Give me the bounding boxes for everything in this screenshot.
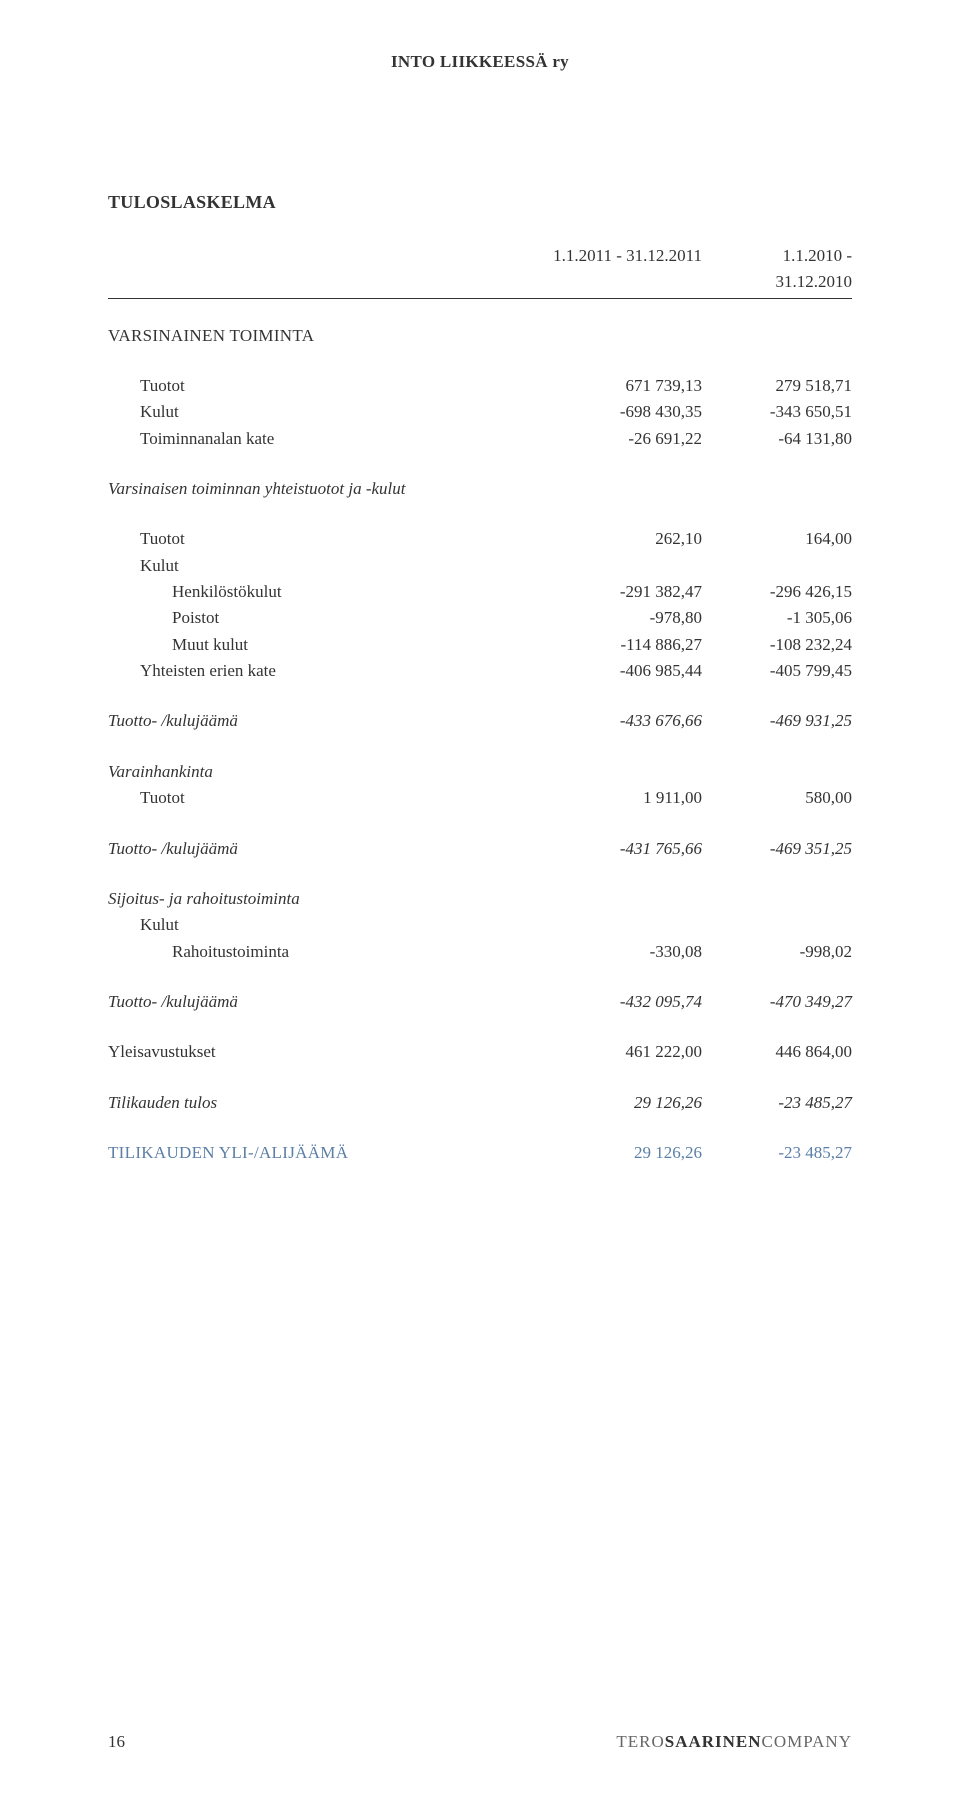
row-value: -23 485,27 [702,1090,852,1116]
subheading-label: Sijoitus- ja rahoitustoiminta [108,886,552,912]
row-value: 671 739,13 [552,373,702,399]
row-label: Kulut [108,912,552,938]
row-label: Toiminnanalan kate [108,426,552,452]
row-value: 461 222,00 [552,1039,702,1065]
subheading-row: Varsinaisen toiminnan yhteistuotot ja -k… [108,476,852,502]
page-footer: 16 TEROSAARINENCOMPANY [0,1732,960,1752]
table-row: Toiminnanalan kate -26 691,22 -64 131,80 [108,426,852,452]
footer-company-part: TERO [616,1732,664,1751]
row-value: -433 676,66 [552,708,702,734]
footer-company-part: COMPANY [762,1732,852,1751]
period-col2: 1.1.2010 - 31.12.2010 [702,243,852,296]
table-row: Kulut [108,553,852,579]
period-col1: 1.1.2011 - 31.12.2011 [552,243,702,296]
table-row: Tuotot 262,10 164,00 [108,526,852,552]
row-value: -26 691,22 [552,426,702,452]
table-row: Tilikauden tulos 29 126,26 -23 485,27 [108,1090,852,1116]
income-statement-table: 1.1.2011 - 31.12.2011 1.1.2010 - 31.12.2… [108,243,852,1166]
row-value: -431 765,66 [552,836,702,862]
table-row: Henkilöstökulut -291 382,47 -296 426,15 [108,579,852,605]
row-value: -296 426,15 [702,579,852,605]
row-value: 1 911,00 [552,785,702,811]
row-value: -998,02 [702,939,852,965]
row-value: 262,10 [552,526,702,552]
row-value: -64 131,80 [702,426,852,452]
subheading-row: Varainhankinta [108,759,852,785]
row-label: Kulut [108,399,552,425]
row-label: Tuotto- /kulujäämä [108,989,552,1015]
section-title: TULOSLASKELMA [108,192,852,213]
total-value: -23 485,27 [702,1140,852,1166]
period-spacer [108,243,552,296]
row-value: -470 349,27 [702,989,852,1015]
subheading-row: Sijoitus- ja rahoitustoiminta [108,886,852,912]
row-value: -978,80 [552,605,702,631]
table-row: Muut kulut -114 886,27 -108 232,24 [108,632,852,658]
page-number: 16 [108,1732,125,1752]
total-value: 29 126,26 [552,1140,702,1166]
table-row: Tuotto- /kulujäämä -432 095,74 -470 349,… [108,989,852,1015]
period-row: 1.1.2011 - 31.12.2011 1.1.2010 - 31.12.2… [108,243,852,299]
row-label: Henkilöstökulut [108,579,552,605]
subheading-label: Varainhankinta [108,759,552,785]
row-value: -114 886,27 [552,632,702,658]
row-label: Muut kulut [108,632,552,658]
table-row: Kulut [108,912,852,938]
row-label: Tilikauden tulos [108,1090,552,1116]
footer-company-part: SAARINEN [665,1732,762,1751]
row-label: Yleisavustukset [108,1039,552,1065]
row-value: -1 305,06 [702,605,852,631]
row-value: 29 126,26 [552,1090,702,1116]
row-value: 164,00 [702,526,852,552]
row-value: -330,08 [552,939,702,965]
row-label: Tuotot [108,373,552,399]
row-value: 279 518,71 [702,373,852,399]
total-row: TILIKAUDEN YLI-/ALIJÄÄMÄ 29 126,26 -23 4… [108,1140,852,1166]
row-label: Tuotot [108,526,552,552]
row-value: -406 985,44 [552,658,702,684]
row-value: -405 799,45 [702,658,852,684]
row-value: -698 430,35 [552,399,702,425]
row-value: 580,00 [702,785,852,811]
row-label: Tuotto- /kulujäämä [108,836,552,862]
table-row: Yhteisten erien kate -406 985,44 -405 79… [108,658,852,684]
row-label: Poistot [108,605,552,631]
table-row: Kulut -698 430,35 -343 650,51 [108,399,852,425]
subheading-label: Varsinaisen toiminnan yhteistuotot ja -k… [108,476,552,502]
total-label: TILIKAUDEN YLI-/ALIJÄÄMÄ [108,1140,552,1166]
footer-company: TEROSAARINENCOMPANY [616,1732,852,1752]
row-value: -469 351,25 [702,836,852,862]
row-value: -291 382,47 [552,579,702,605]
table-row: Tuotto- /kulujäämä -431 765,66 -469 351,… [108,836,852,862]
subsection-row: VARSINAINEN TOIMINTA [108,323,852,349]
row-label: Yhteisten erien kate [108,658,552,684]
subsection-label: VARSINAINEN TOIMINTA [108,323,552,349]
row-label: Tuotto- /kulujäämä [108,708,552,734]
row-value: -469 931,25 [702,708,852,734]
row-value: 446 864,00 [702,1039,852,1065]
table-row: Tuotto- /kulujäämä -433 676,66 -469 931,… [108,708,852,734]
table-row: Tuotot 671 739,13 279 518,71 [108,373,852,399]
table-row: Rahoitustoiminta -330,08 -998,02 [108,939,852,965]
table-row: Poistot -978,80 -1 305,06 [108,605,852,631]
table-row: Yleisavustukset 461 222,00 446 864,00 [108,1039,852,1065]
row-label: Rahoitustoiminta [108,939,552,965]
org-name: INTO LIIKKEESSÄ ry [108,52,852,72]
table-row: Tuotot 1 911,00 580,00 [108,785,852,811]
row-value: -108 232,24 [702,632,852,658]
row-value: -432 095,74 [552,989,702,1015]
row-label: Tuotot [108,785,552,811]
row-label: Kulut [108,553,552,579]
row-value: -343 650,51 [702,399,852,425]
